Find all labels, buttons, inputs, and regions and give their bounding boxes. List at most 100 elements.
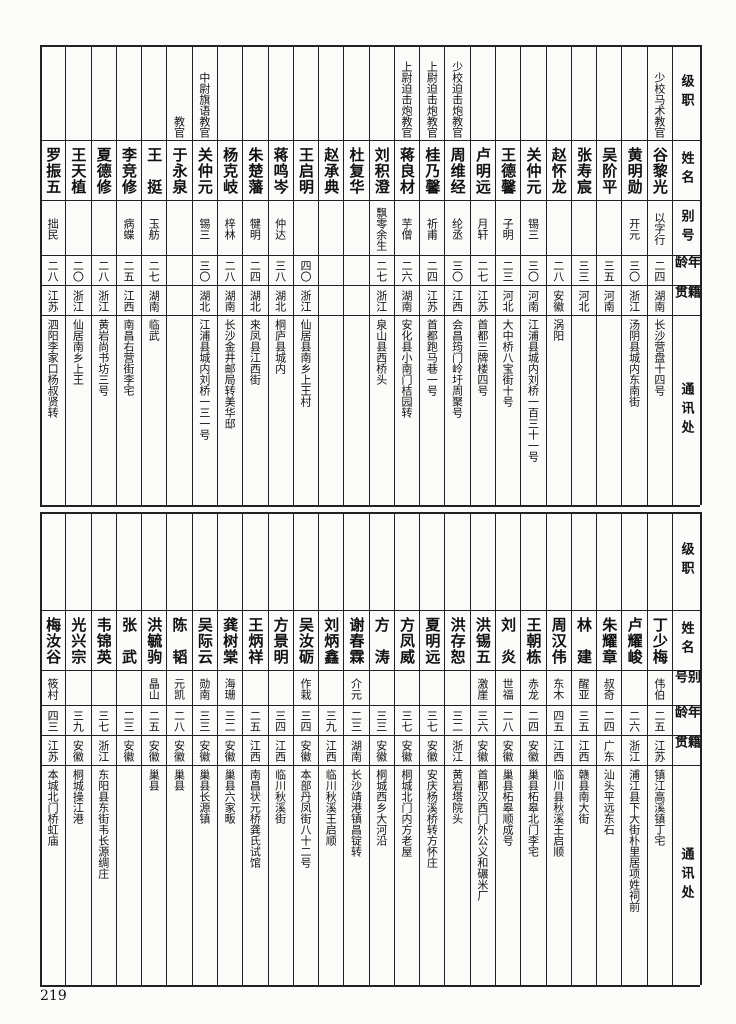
address: 巢县长源镇	[197, 769, 211, 824]
alias: 拙民	[46, 217, 60, 240]
name: 谢春霖	[347, 617, 366, 665]
rule	[40, 255, 700, 256]
address: 黄岩尚书坊三号	[96, 319, 110, 396]
name: 光兴宗	[69, 617, 88, 665]
page-number: 219	[40, 988, 67, 1004]
native: 浙江	[450, 740, 464, 762]
rule	[166, 45, 168, 505]
alias: 病蝶	[121, 217, 135, 240]
native: 江苏	[425, 290, 439, 312]
alias: 仲达	[273, 217, 287, 240]
rank: 少校马术教官	[652, 72, 666, 138]
native: 安徽	[172, 740, 186, 762]
name: 黄明勋	[625, 147, 644, 195]
name: 赵承典	[322, 147, 341, 195]
header-label: 籍贯	[672, 285, 700, 304]
native: 安徽	[223, 740, 237, 762]
alias: 激崖	[475, 677, 489, 700]
address: 本部丹凤街八十二号	[298, 769, 312, 868]
age: 二四	[248, 260, 262, 282]
name: 杨克岐	[221, 147, 240, 195]
age: 三二	[223, 710, 237, 732]
rule	[343, 45, 345, 505]
rule	[40, 670, 700, 671]
name: 吴际云	[195, 617, 214, 665]
rank: 上尉迫击炮教官	[425, 61, 439, 138]
rule	[216, 512, 218, 985]
address: 首都三牌楼四号	[475, 319, 489, 396]
age: 二四	[425, 260, 439, 282]
name: 夏明远	[423, 617, 442, 665]
age: 三〇	[197, 260, 211, 282]
rule	[318, 512, 320, 985]
rule	[621, 45, 623, 505]
native: 安徽	[526, 740, 540, 762]
alias: 锡三	[197, 217, 211, 240]
header-label: 通讯处	[678, 846, 694, 904]
name: 张 武	[119, 617, 138, 665]
age: 二五	[248, 710, 262, 732]
header-label: 级职	[678, 542, 694, 580]
rule	[40, 610, 700, 611]
native: 湖南	[223, 290, 237, 312]
native: 安徽	[374, 740, 388, 762]
address: 桐城北门内方老屋	[400, 769, 414, 857]
address: 浦江县下大街朴里居项姓祠前	[627, 769, 641, 912]
name: 王启明	[296, 147, 315, 195]
rank: 中尉旗语教官	[197, 72, 211, 138]
native: 江苏	[652, 740, 666, 762]
alias: 祈甫	[425, 217, 439, 240]
rule	[700, 45, 702, 505]
name: 谷黎光	[650, 147, 669, 195]
native: 河南	[526, 290, 540, 312]
rule	[419, 512, 421, 985]
native: 安徽	[475, 740, 489, 762]
header-label: 姓名	[678, 151, 694, 189]
rule	[570, 45, 572, 505]
age: 二四	[652, 260, 666, 282]
age: 三八	[273, 260, 287, 282]
alias: 叔奇	[602, 677, 616, 700]
alias: 勋南	[197, 677, 211, 700]
address: 巢县	[147, 769, 161, 791]
rule	[596, 45, 598, 505]
native: 河南	[602, 290, 616, 312]
name: 龚树棠	[221, 617, 240, 665]
alias: 晶山	[147, 677, 161, 700]
name: 洪毓驹	[145, 617, 164, 665]
rule	[115, 45, 117, 505]
age: 二五	[121, 260, 135, 282]
rule	[141, 45, 143, 505]
native: 江西	[273, 740, 287, 762]
rule	[65, 512, 67, 985]
native: 湖北	[273, 290, 287, 312]
rule	[469, 512, 471, 985]
age: 二七	[475, 260, 489, 282]
age: 三七	[425, 710, 439, 732]
name: 关仲元	[524, 147, 543, 195]
name: 朱楚藩	[246, 147, 265, 195]
header-label: 年龄	[672, 705, 700, 724]
address: 本城北门桥虹庙	[46, 769, 60, 846]
age: 三七	[400, 710, 414, 732]
rule	[40, 735, 700, 736]
name: 夏德修	[94, 147, 113, 195]
address: 汤阴县城内东南街	[627, 319, 641, 407]
name: 杜复华	[347, 147, 366, 195]
header-label: 通讯处	[678, 381, 694, 439]
alias: 筱村	[46, 677, 60, 700]
native: 安徽	[121, 740, 135, 762]
alias: 玉舫	[147, 217, 161, 240]
rule	[40, 705, 700, 706]
rule	[40, 45, 41, 505]
header-label: 别号	[678, 208, 694, 247]
name: 方凤威	[398, 617, 417, 665]
rule	[570, 512, 572, 985]
native: 安徽	[71, 740, 85, 762]
address: 仙居南乡上王	[71, 319, 85, 385]
age: 二八	[501, 710, 515, 732]
native: 安徽	[400, 740, 414, 762]
alias: 开元	[627, 217, 641, 240]
alias: 作栽	[298, 677, 312, 700]
name: 张寿宸	[575, 147, 594, 195]
